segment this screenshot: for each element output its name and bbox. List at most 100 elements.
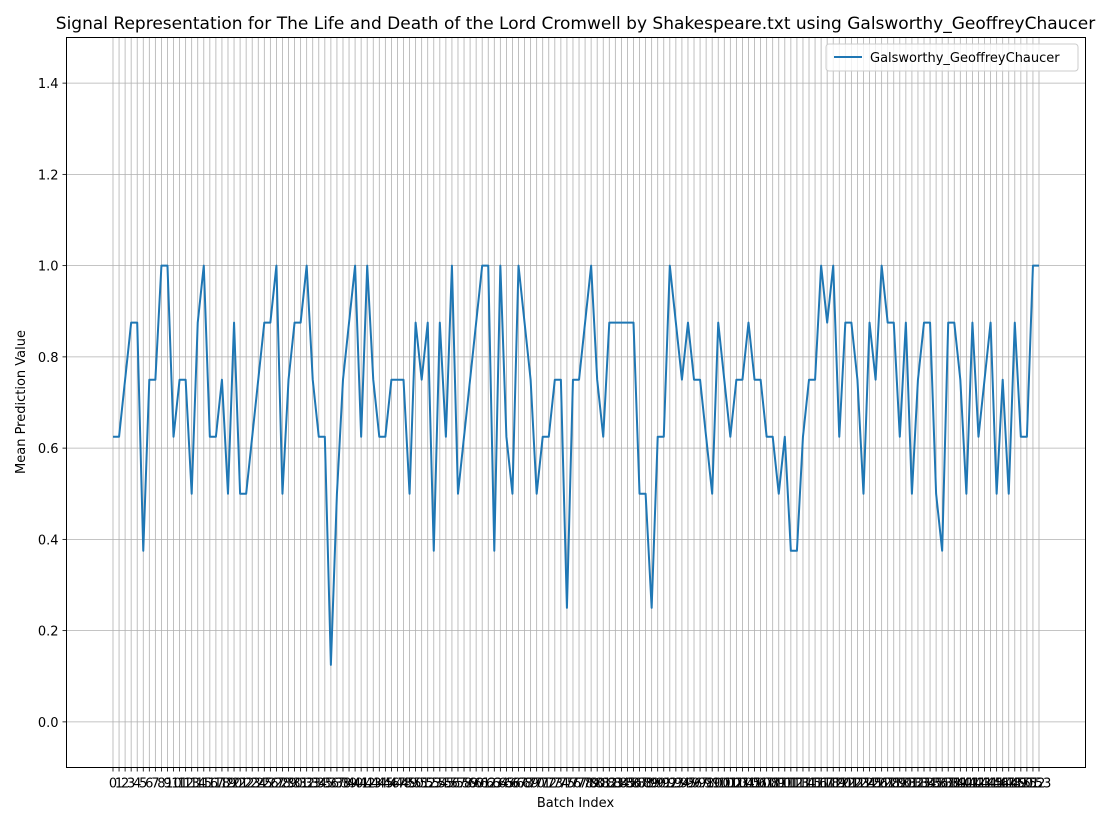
x-tick-label: 108 — [754, 777, 779, 792]
x-tick-label: 146 — [984, 777, 1009, 792]
x-tick-label: 128 — [875, 777, 900, 792]
x-tick-label: 45 — [377, 777, 394, 792]
x-tick-label: 7 — [151, 777, 159, 792]
y-gridlines — [66, 82, 1086, 723]
x-tick-label: 133 — [906, 777, 931, 792]
x-tick-label: 151 — [1014, 777, 1039, 792]
x-tick-label: 82 — [601, 777, 618, 792]
y-tick-label: 1.0 — [38, 260, 59, 275]
x-tick-label: 9 — [163, 777, 171, 792]
x-axis-label: Batch Index — [537, 796, 615, 811]
x-tick-label: 83 — [607, 777, 624, 792]
x-tick-label: 20 — [226, 777, 243, 792]
x-tick-label: 58 — [456, 777, 473, 792]
x-tick-label: 142 — [960, 777, 985, 792]
x-tick-label: 37 — [329, 777, 346, 792]
x-tick-label: 121 — [833, 777, 858, 792]
x-tick-label: 13 — [183, 777, 200, 792]
x-axis-ticks: 0123456789101112131415161718192021222324… — [109, 767, 1052, 792]
x-tick-label: 139 — [942, 777, 967, 792]
x-tick-label: 27 — [268, 777, 285, 792]
x-tick-label: 124 — [851, 777, 876, 792]
x-tick-label: 61 — [474, 777, 491, 792]
series-line — [113, 264, 1039, 666]
x-tick-label: 33 — [304, 777, 321, 792]
x-tick-label: 80 — [589, 777, 606, 792]
x-tick-label: 14 — [189, 777, 206, 792]
x-tick-label: 79 — [583, 777, 600, 792]
x-tick-label: 35 — [317, 777, 334, 792]
x-tick-label: 75 — [559, 777, 576, 792]
x-tick-label: 40 — [347, 777, 364, 792]
x-tick-label: 136 — [924, 777, 949, 792]
x-tick-label: 65 — [498, 777, 515, 792]
x-tick-label: 41 — [353, 777, 370, 792]
x-tick-label: 135 — [918, 777, 943, 792]
x-tick-label: 110 — [766, 777, 791, 792]
x-tick-label: 99 — [704, 777, 721, 792]
x-tick-label: 21 — [232, 777, 249, 792]
x-tick-label: 43 — [365, 777, 382, 792]
x-tick-label: 130 — [887, 777, 912, 792]
x-tick-label: 66 — [504, 777, 521, 792]
x-tick-label: 95 — [680, 777, 697, 792]
x-tick-label: 114 — [791, 777, 816, 792]
x-tick-label: 63 — [486, 777, 503, 792]
x-tick-label: 26 — [262, 777, 279, 792]
x-tick-label: 60 — [468, 777, 485, 792]
y-tick-label: 0.0 — [38, 716, 59, 731]
y-axis-ticks: 0.0 0.2 0.4 0.6 0.8 1.0 1.2 1.4 — [38, 77, 67, 731]
x-tick-label: 85 — [619, 777, 636, 792]
x-tick-label: 107 — [748, 777, 773, 792]
x-tick-label: 126 — [863, 777, 888, 792]
x-tick-label: 17 — [208, 777, 225, 792]
x-tick-label: 32 — [298, 777, 315, 792]
x-tick-label: 49 — [401, 777, 418, 792]
x-tick-label: 87 — [631, 777, 648, 792]
x-tick-label: 97 — [692, 777, 709, 792]
x-tick-label: 129 — [881, 777, 906, 792]
x-tick-label: 71 — [534, 777, 551, 792]
x-tick-label: 4 — [133, 777, 141, 792]
x-tick-label: 50 — [407, 777, 424, 792]
x-tick-label: 54 — [432, 777, 449, 792]
x-tick-label: 91 — [655, 777, 672, 792]
legend-box — [825, 43, 1079, 72]
x-tick-label: 153 — [1027, 777, 1052, 792]
chart-title: Signal Representation for The Life and D… — [56, 14, 1095, 34]
x-tick-label: 25 — [256, 777, 273, 792]
x-tick-label: 132 — [899, 777, 924, 792]
x-tick-label: 78 — [577, 777, 594, 792]
x-tick-label: 57 — [450, 777, 467, 792]
series-layer — [113, 264, 1039, 666]
x-tick-label: 59 — [462, 777, 479, 792]
x-tick-label: 90 — [649, 777, 666, 792]
x-tick-label: 120 — [827, 777, 852, 792]
x-tick-label: 92 — [662, 777, 679, 792]
x-tick-label: 84 — [613, 777, 630, 792]
x-tick-label: 115 — [797, 777, 822, 792]
x-tick-label: 70 — [528, 777, 545, 792]
x-tick-label: 98 — [698, 777, 715, 792]
y-tick-label: 1.2 — [38, 168, 59, 183]
x-tick-label: 72 — [540, 777, 557, 792]
x-tick-label: 96 — [686, 777, 703, 792]
x-tick-label: 76 — [565, 777, 582, 792]
x-tick-label: 89 — [643, 777, 660, 792]
x-tick-label: 103 — [724, 777, 749, 792]
x-tick-label: 101 — [712, 777, 737, 792]
x-tick-label: 55 — [438, 777, 455, 792]
x-tick-label: 94 — [674, 777, 691, 792]
x-tick-label: 10 — [165, 777, 182, 792]
x-tick-label: 137 — [930, 777, 955, 792]
legend-label: Galsworthy_GeoffreyChaucer — [870, 51, 1060, 66]
x-tick-label: 148 — [996, 777, 1021, 792]
x-tick-label: 39 — [341, 777, 358, 792]
x-tick-label: 106 — [742, 777, 767, 792]
x-tick-label: 145 — [978, 777, 1003, 792]
x-tick-label: 81 — [595, 777, 612, 792]
x-tick-label: 105 — [736, 777, 761, 792]
x-tick-label: 12 — [177, 777, 194, 792]
x-tick-label: 2 — [121, 777, 129, 792]
x-tick-label: 93 — [668, 777, 685, 792]
